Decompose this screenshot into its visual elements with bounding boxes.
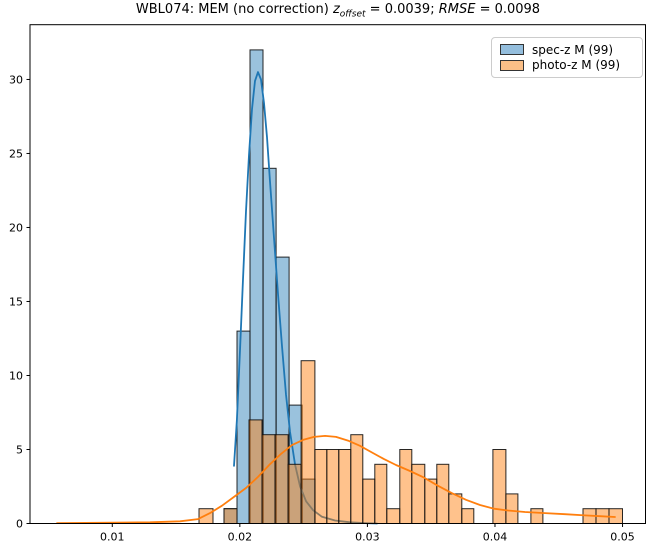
legend-swatch-photo-z bbox=[500, 59, 524, 71]
title-rmse-value: = 0.0098 bbox=[475, 2, 541, 17]
photo-z-hist-bar bbox=[362, 478, 376, 525]
photo-z-hist-bar bbox=[248, 419, 263, 524]
x-tick-label: 0.05 bbox=[610, 531, 635, 544]
photo-z-hist-bar bbox=[287, 463, 302, 524]
x-tick-label: 0.03 bbox=[355, 531, 380, 544]
spec-z-kde-curve bbox=[233, 71, 378, 525]
y-tick-label: 5 bbox=[16, 443, 23, 456]
photo-z-hist-bar bbox=[505, 493, 519, 524]
photo-z-hist-bar bbox=[374, 463, 388, 524]
y-tick-label: 10 bbox=[9, 369, 23, 382]
photo-z-hist-bar bbox=[492, 449, 507, 524]
photo-z-kde-curve bbox=[56, 434, 616, 524]
legend-swatch-spec-z bbox=[500, 44, 524, 56]
y-tick-label: 0 bbox=[16, 518, 23, 531]
photo-z-hist-bar bbox=[448, 493, 463, 524]
plot-frame bbox=[29, 24, 646, 524]
legend-label-spec-z: spec-z M (99) bbox=[532, 42, 614, 57]
x-tick-label: 0.04 bbox=[483, 531, 508, 544]
photo-z-hist-bar bbox=[326, 449, 340, 524]
title-z-value: = 0.0039; bbox=[365, 2, 439, 17]
y-tick-label: 15 bbox=[9, 295, 23, 308]
photo-z-hist-bar bbox=[386, 508, 401, 525]
legend: spec-z M (99) photo-z M (99) bbox=[491, 37, 643, 78]
title-z-var: z bbox=[332, 2, 340, 17]
title-prefix: WBL074: MEM (no correction) bbox=[135, 2, 333, 17]
photo-z-hist-bar bbox=[461, 508, 475, 525]
photo-z-hist-bar bbox=[436, 463, 450, 524]
chart-title: WBL074: MEM (no correction) zoffset = 0.… bbox=[30, 2, 646, 20]
title-rmse-var: RMSE bbox=[438, 2, 476, 17]
photo-z-hist-bar bbox=[300, 360, 316, 525]
photo-z-hist-bar bbox=[314, 449, 328, 524]
photo-z-hist-bar bbox=[223, 508, 238, 525]
photo-z-hist-bar bbox=[274, 434, 289, 525]
title-z-subscript: offset bbox=[339, 9, 366, 20]
photo-z-hist-bar bbox=[350, 434, 364, 525]
y-tick-label: 30 bbox=[9, 73, 23, 86]
legend-label-photo-z: photo-z M (99) bbox=[532, 58, 621, 73]
legend-item-photo-z: photo-z M (99) bbox=[500, 58, 634, 72]
legend-item-spec-z: spec-z M (99) bbox=[500, 43, 634, 57]
y-tick-label: 25 bbox=[9, 147, 23, 160]
x-tick-label: 0.01 bbox=[100, 531, 125, 544]
photo-z-hist-bar bbox=[338, 449, 352, 524]
photo-z-hist-bar bbox=[530, 508, 544, 525]
y-tick-label: 20 bbox=[9, 221, 23, 234]
photo-z-hist-bar bbox=[261, 434, 276, 525]
photo-z-hist-bar bbox=[424, 478, 438, 525]
x-tick-label: 0.02 bbox=[228, 531, 253, 544]
photo-z-hist-bar bbox=[399, 449, 413, 524]
